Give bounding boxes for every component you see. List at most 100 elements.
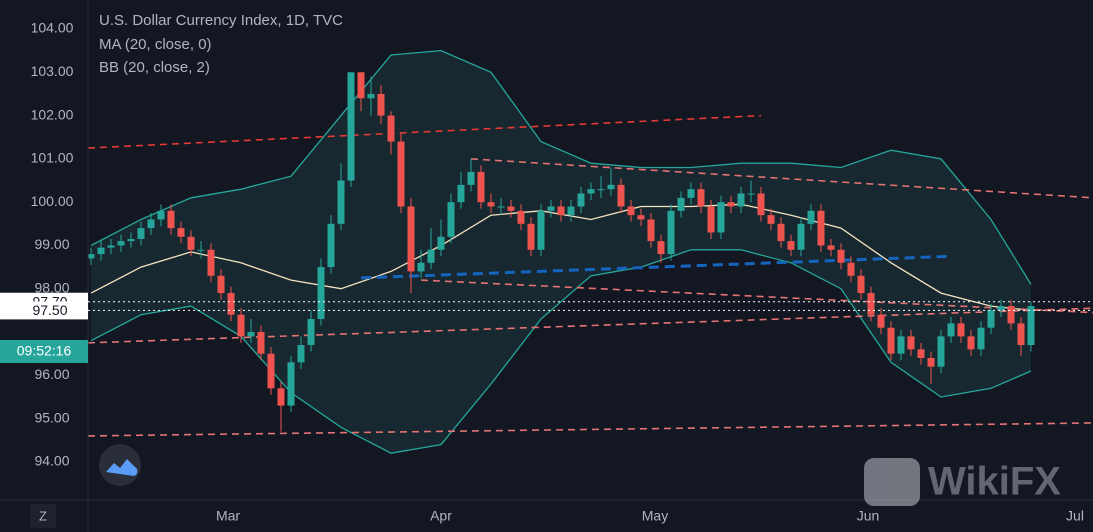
x-tick-label: Mar (216, 508, 240, 524)
candle-body (487, 202, 495, 207)
candle-body (557, 206, 565, 216)
overlay-line (90, 249, 1032, 454)
candle-body (117, 241, 125, 246)
candle-body (337, 180, 345, 224)
watermark-icon (864, 458, 920, 506)
candle-body (517, 210, 525, 224)
price-label: 97.50 (32, 302, 67, 318)
candle-body (97, 247, 105, 255)
candle-body (807, 210, 815, 224)
candle-body (187, 236, 195, 250)
candle-body (327, 223, 335, 268)
candle-body (367, 93, 375, 99)
candle-body (157, 210, 165, 220)
candle-body (657, 241, 665, 255)
candle-body (247, 332, 255, 337)
x-tick-label: Jul (1066, 508, 1084, 524)
x-tick-label: May (642, 508, 668, 524)
candle-body (617, 184, 625, 207)
candle-body (727, 202, 735, 207)
candle-body (707, 206, 715, 233)
candle-body (987, 310, 995, 328)
candle-body (137, 228, 145, 239)
candle-body (237, 314, 245, 337)
candle-body (957, 323, 965, 337)
candle-body (947, 323, 955, 337)
candle-body (277, 388, 285, 406)
candle-body (457, 184, 465, 203)
candle-body (887, 327, 895, 354)
candle-body (997, 306, 1005, 311)
y-tick-label: 95.00 (34, 409, 69, 425)
candle-body (267, 353, 275, 389)
candle-body (357, 72, 365, 99)
y-tick-label: 94.00 (34, 453, 69, 469)
candle-body (147, 219, 155, 229)
candle-body (567, 206, 575, 216)
logo-icon[interactable] (106, 459, 138, 476)
candle-body (107, 245, 115, 248)
indicator-label: MA (20, close, 0) (99, 36, 212, 53)
candle-body (867, 293, 875, 315)
candle-body (587, 189, 595, 194)
candle-body (417, 262, 425, 272)
candle-body (447, 202, 455, 237)
candle-body (837, 249, 845, 263)
candle-body (607, 184, 615, 190)
candle-body (127, 238, 135, 242)
candle-body (477, 171, 485, 203)
candle-body (777, 223, 785, 242)
candle-body (577, 193, 585, 207)
candle-body (937, 336, 945, 367)
candle-body (497, 206, 505, 208)
y-tick-label: 99.00 (34, 236, 69, 252)
scale-mode[interactable]: Z (39, 508, 47, 523)
candle-body (847, 262, 855, 276)
candle-body (977, 327, 985, 350)
trendline (360, 254, 952, 280)
trendline (87, 114, 762, 149)
candle-body (507, 206, 515, 211)
candle-body (637, 215, 645, 220)
scale-button[interactable] (30, 504, 56, 528)
indicator-label: BB (20, close, 2) (99, 59, 210, 76)
candle-body (377, 93, 385, 116)
y-tick-label: 104.00 (31, 20, 74, 36)
band-fill (91, 50, 1031, 454)
candle-body (667, 210, 675, 255)
candle-body (907, 336, 915, 350)
candle-body (87, 254, 95, 259)
overlay-line (90, 49, 1032, 285)
candle-body (207, 249, 215, 276)
candle-body (257, 332, 265, 354)
candle-body (1027, 306, 1035, 346)
candle-body (197, 249, 205, 251)
y-tick-label: 96.00 (34, 366, 69, 382)
y-tick-label: 101.00 (31, 150, 74, 166)
candle-body (967, 336, 975, 350)
candle-body (1017, 323, 1025, 346)
trendline (420, 279, 1093, 314)
logo-circle[interactable] (99, 444, 141, 486)
candle-body (217, 275, 225, 294)
candle-body (877, 314, 885, 328)
candle-body (547, 206, 555, 211)
candle-body (537, 210, 545, 250)
candle-body (527, 223, 535, 250)
candle-body (167, 210, 175, 229)
candle-body (467, 171, 475, 185)
candle-body (917, 349, 925, 359)
candle-body (787, 241, 795, 250)
candle-body (927, 358, 935, 367)
candle-body (647, 219, 655, 242)
candle-body (817, 210, 825, 246)
candle-body (687, 189, 695, 198)
candle-body (427, 249, 435, 263)
candle-body (697, 189, 705, 207)
countdown-box (0, 340, 88, 363)
countdown: 09:52:16 (17, 343, 72, 359)
logo[interactable] (99, 444, 141, 486)
y-tick-label: 102.00 (31, 106, 74, 122)
watermark-text: WikiFX (928, 460, 1061, 504)
overlay-line (90, 203, 1032, 312)
